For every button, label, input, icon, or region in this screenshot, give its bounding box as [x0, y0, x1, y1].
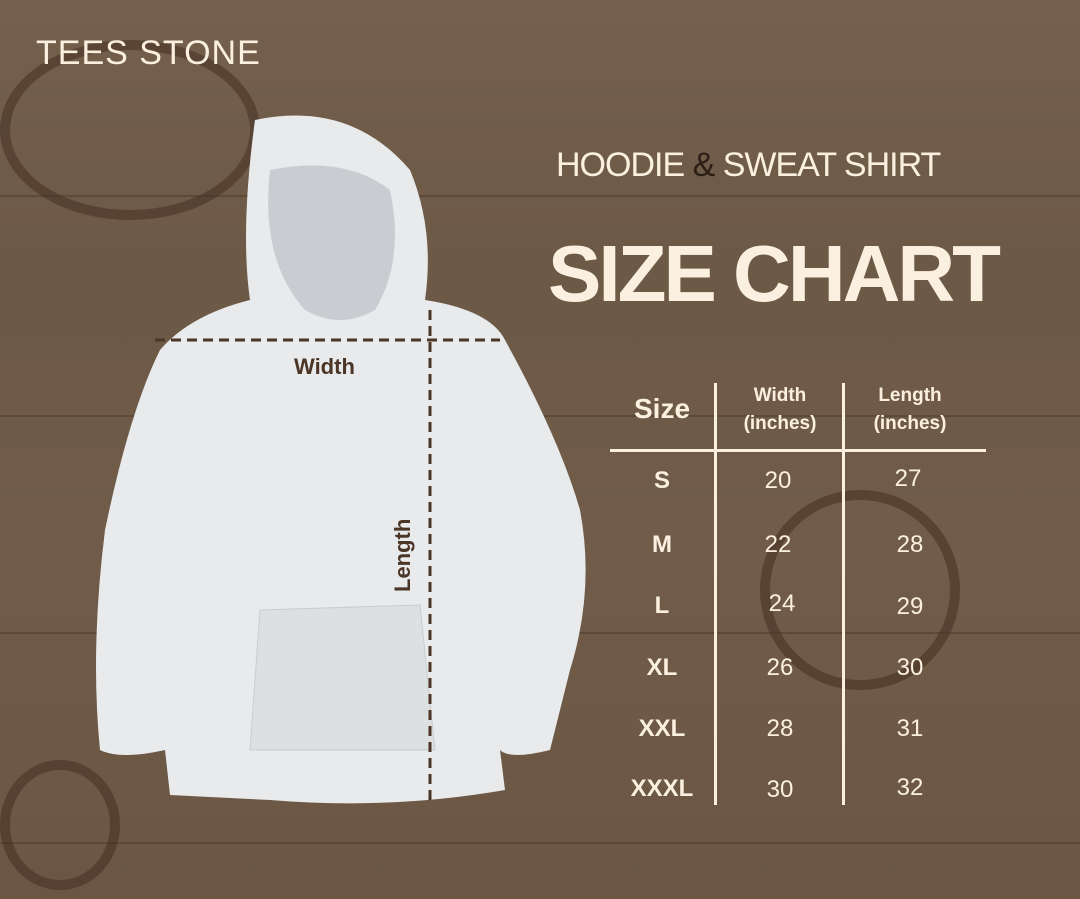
header-width-line2: (inches) [743, 413, 817, 434]
brand-logo: TEES STONE [36, 34, 261, 72]
cell-size: S [653, 467, 670, 494]
cell-size: L [654, 592, 670, 619]
cell-width: 28 [766, 715, 794, 742]
plank-line [0, 842, 1080, 844]
hoodie-image [96, 115, 586, 805]
cell-size: XXL [638, 715, 686, 742]
cell-length: 30 [896, 654, 924, 681]
subtitle-ampersand: & [692, 146, 716, 184]
page-title: SIZE CHART [548, 229, 1001, 318]
header-size: Size [633, 393, 691, 424]
cell-width: 30 [766, 776, 794, 803]
cell-width: 20 [764, 467, 792, 494]
width-label: Width [294, 354, 355, 379]
cell-length: 32 [896, 774, 924, 801]
cell-length: 29 [896, 593, 924, 620]
hanger-shape [760, 490, 960, 690]
column-divider [842, 383, 845, 805]
header-length-line2: (inches) [873, 413, 947, 434]
plank-line [0, 195, 1080, 197]
hanger-shape [0, 760, 120, 890]
cell-width: 26 [766, 654, 794, 681]
cell-length: 31 [896, 715, 924, 742]
cell-width: 22 [764, 531, 792, 558]
header-length-line1: Length [878, 385, 942, 406]
header-divider [610, 449, 986, 452]
cell-size: M [652, 531, 672, 558]
cell-length: 27 [894, 465, 922, 492]
header-length: Length (inches) [850, 382, 970, 438]
cell-width: 24 [768, 590, 796, 617]
column-divider [714, 383, 717, 805]
subtitle-part1: HOODIE [556, 146, 685, 184]
cell-size: XXXL [630, 775, 694, 802]
subtitle-part2: SWEAT SHIRT [722, 146, 942, 184]
header-width-line1: Width [753, 385, 807, 406]
cell-length: 28 [896, 531, 924, 558]
length-label: Length [390, 518, 415, 592]
header-width: Width (inches) [720, 382, 840, 438]
cell-size: XL [646, 654, 678, 681]
subtitle: HOODIE & SWEAT SHIRT [556, 146, 976, 185]
